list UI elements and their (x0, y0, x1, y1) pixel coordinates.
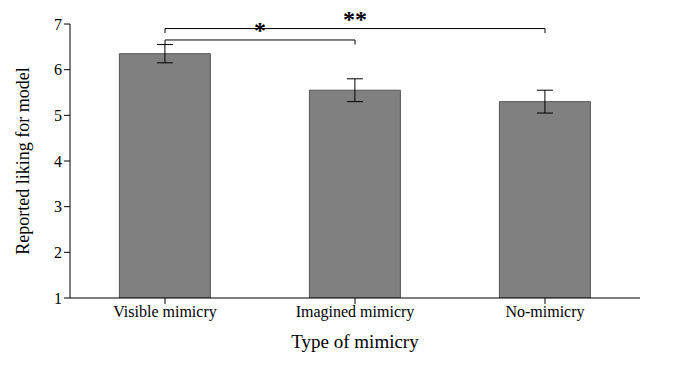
svg-text:**: ** (343, 8, 367, 32)
svg-text:1: 1 (54, 290, 62, 307)
svg-text:*: * (254, 17, 266, 43)
svg-text:Reported liking for model: Reported liking for model (13, 67, 33, 254)
svg-text:3: 3 (54, 198, 62, 215)
svg-text:Visible mimicry: Visible mimicry (113, 303, 216, 321)
svg-text:6: 6 (54, 61, 62, 78)
svg-text:Type of mimicry: Type of mimicry (291, 331, 419, 352)
svg-text:No-mimicry: No-mimicry (505, 303, 584, 321)
svg-text:4: 4 (54, 153, 62, 170)
svg-text:Imagined mimicry: Imagined mimicry (296, 303, 415, 321)
svg-text:2: 2 (54, 244, 62, 261)
svg-text:5: 5 (54, 107, 62, 124)
svg-text:7: 7 (54, 16, 62, 33)
